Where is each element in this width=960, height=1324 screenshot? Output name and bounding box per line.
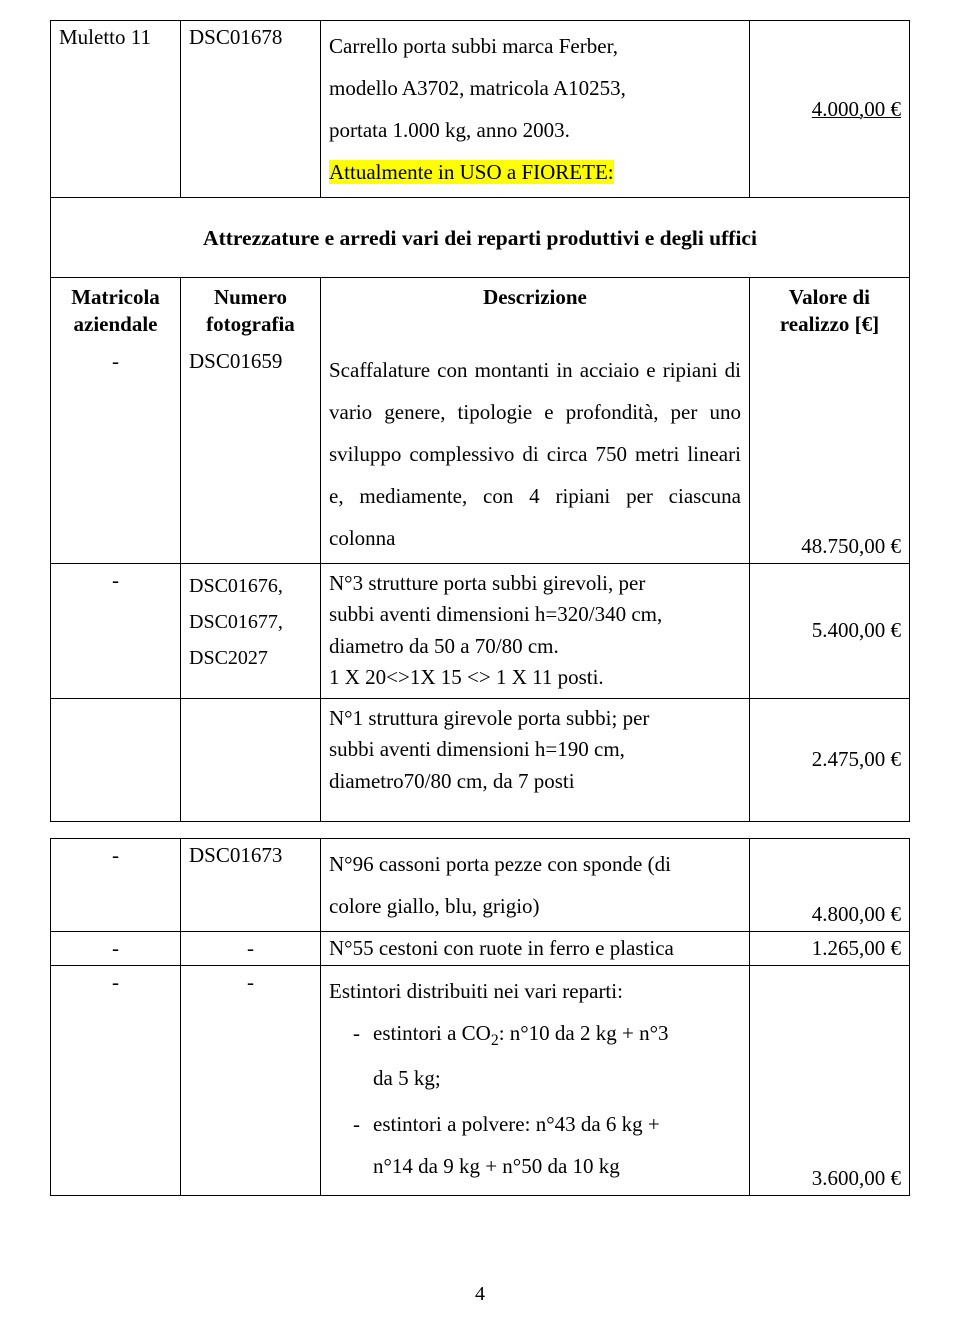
cell-value: 1.265,00 €	[750, 932, 910, 966]
cell-value: 2.475,00 €	[749, 698, 909, 822]
cell-description: N°96 cassoni porta pezze con sponde (di …	[321, 839, 750, 932]
table-row: N°1 struttura girevole porta subbi; per …	[51, 698, 910, 822]
text: N°1 struttura girevole porta subbi; per	[329, 706, 649, 730]
table-row: - DSC01676, DSC01677, DSC2027 N°3 strutt…	[51, 563, 910, 698]
header-row: Matricola aziendale Numero fotografia De…	[51, 278, 910, 345]
text: DSC01676,	[189, 575, 283, 597]
cell-value: 3.600,00 €	[750, 966, 910, 1196]
text: n°14 da 9 kg + n°50 da 10 kg	[373, 1154, 620, 1178]
text: Estintori distribuiti nei vari reparti:	[329, 970, 741, 1012]
header-descrizione: Descrizione	[321, 278, 750, 345]
table-row: - DSC01673 N°96 cassoni porta pezze con …	[51, 839, 910, 932]
text: Valore di	[789, 285, 870, 309]
cell-value: 4.000,00 €	[750, 21, 910, 198]
text: subbi aventi dimensioni h=320/340 cm,	[329, 602, 662, 626]
header-valore: Valore di realizzo [€]	[749, 278, 909, 345]
cell-empty	[51, 698, 181, 822]
subscript: 2	[491, 1032, 499, 1049]
text: portata 1.000 kg, anno 2003.	[329, 118, 570, 142]
text: aziendale	[74, 312, 158, 336]
text: Matricola	[71, 285, 160, 309]
top-table: Muletto 11 DSC01678 Carrello porta subbi…	[50, 20, 910, 198]
text: N°96 cassoni porta pezze con sponde (di	[329, 852, 671, 876]
text: fotografia	[206, 312, 295, 336]
cell-value: 4.800,00 €	[750, 839, 910, 932]
cell-empty	[181, 698, 321, 822]
bullet-dash: -	[353, 1012, 373, 1099]
text: DSC01677,	[189, 611, 283, 633]
text: Numero	[214, 285, 287, 309]
main-table: Attrezzature e arredi vari dei reparti p…	[50, 197, 910, 822]
section-title: Attrezzature e arredi vari dei reparti p…	[51, 198, 910, 278]
cell-matricola: -	[51, 563, 181, 698]
text: Carrello porta subbi marca Ferber,	[329, 34, 618, 58]
cell-description: N°55 cestoni con ruote in ferro e plasti…	[321, 932, 750, 966]
cell-matricola: -	[51, 932, 181, 966]
text: colore giallo, blu, grigio)	[329, 894, 540, 918]
text: diametro da 50 a 70/80 cm.	[329, 634, 559, 658]
table-row: - - Estintori distribuiti nei vari repar…	[51, 966, 910, 1196]
header-matricola: Matricola aziendale	[51, 278, 181, 345]
cell-matricola: -	[51, 839, 181, 932]
text: N°3 strutture porta subbi girevoli, per	[329, 571, 645, 595]
text: estintori a polvere: n°43 da 6 kg +	[373, 1112, 660, 1136]
cell-photo-id: -	[181, 932, 321, 966]
text: : n°10 da 2 kg + n°3	[499, 1021, 669, 1045]
cell-photo-id: DSC01678	[181, 21, 321, 198]
bullet-item: - estintori a CO2: n°10 da 2 kg + n°3 da…	[353, 1012, 741, 1099]
text: subbi aventi dimensioni h=190 cm,	[329, 737, 625, 761]
lower-table: - DSC01673 N°96 cassoni porta pezze con …	[50, 838, 910, 1196]
cell-photo-id: -	[181, 966, 321, 1196]
cell-photo-ids: DSC01676, DSC01677, DSC2027	[181, 563, 321, 698]
text: modello A3702, matricola A10253,	[329, 76, 626, 100]
page-number: 4	[0, 1283, 960, 1306]
cell-value: 48.750,00 €	[749, 345, 909, 564]
table-row: - DSC01659 Scaffalature con montanti in …	[51, 345, 910, 564]
text: estintori a CO	[373, 1021, 491, 1045]
table-row: Muletto 11 DSC01678 Carrello porta subbi…	[51, 21, 910, 198]
cell-description: Estintori distribuiti nei vari reparti: …	[321, 966, 750, 1196]
text: 1 X 20<>1X 15 <> 1 X 11 posti.	[329, 665, 604, 689]
cell-matricola: Muletto 11	[51, 21, 181, 198]
table-gap	[50, 822, 910, 838]
table-row: - - N°55 cestoni con ruote in ferro e pl…	[51, 932, 910, 966]
cell-description: Scaffalature con montanti in acciaio e r…	[321, 345, 750, 564]
text: da 5 kg;	[373, 1066, 441, 1090]
value-text: 4.000,00 €	[812, 97, 901, 121]
cell-value: 5.400,00 €	[749, 563, 909, 698]
cell-description: N°1 struttura girevole porta subbi; per …	[321, 698, 750, 822]
text: DSC2027	[189, 647, 268, 669]
text: diametro70/80 cm, da 7 posti	[329, 769, 575, 793]
cell-description: N°3 strutture porta subbi girevoli, per …	[321, 563, 750, 698]
bullet-dash: -	[353, 1103, 373, 1187]
bullet-item: - estintori a polvere: n°43 da 6 kg + n°…	[353, 1103, 741, 1187]
header-fotografia: Numero fotografia	[181, 278, 321, 345]
highlighted-text: Attualmente in USO a FIORETE:	[329, 160, 614, 184]
cell-photo-id: DSC01673	[181, 839, 321, 932]
text: realizzo [€]	[780, 312, 879, 336]
section-title-row: Attrezzature e arredi vari dei reparti p…	[51, 198, 910, 278]
document-page: Muletto 11 DSC01678 Carrello porta subbi…	[0, 0, 960, 1324]
cell-matricola: -	[51, 345, 181, 564]
cell-matricola: -	[51, 966, 181, 1196]
bullet-list: - estintori a CO2: n°10 da 2 kg + n°3 da…	[329, 1012, 741, 1187]
cell-photo-id: DSC01659	[181, 345, 321, 564]
cell-description: Carrello porta subbi marca Ferber, model…	[321, 21, 750, 198]
